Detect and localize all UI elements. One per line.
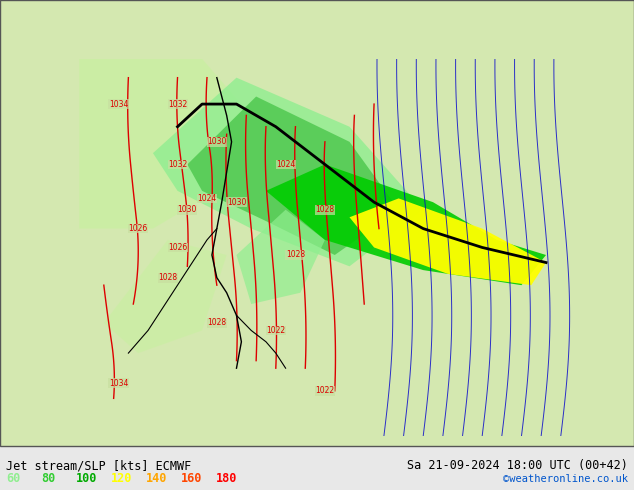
Text: 120: 120 (111, 472, 133, 486)
Text: 1026: 1026 (168, 243, 187, 252)
Polygon shape (236, 210, 325, 304)
Text: 1022: 1022 (266, 326, 285, 335)
Text: 1028: 1028 (315, 205, 335, 214)
Text: 1028: 1028 (207, 318, 226, 327)
Text: 1030: 1030 (207, 137, 226, 147)
Polygon shape (188, 97, 399, 255)
Text: 1034: 1034 (109, 99, 128, 109)
Text: 60: 60 (6, 472, 20, 486)
Text: 1030: 1030 (178, 205, 197, 214)
Polygon shape (266, 165, 546, 285)
Polygon shape (79, 59, 251, 228)
Text: 1024: 1024 (276, 160, 295, 169)
Text: 140: 140 (146, 472, 167, 486)
Text: 1024: 1024 (197, 194, 217, 203)
Text: 100: 100 (76, 472, 98, 486)
Text: 80: 80 (41, 472, 55, 486)
Text: 1028: 1028 (158, 273, 178, 282)
Text: 1026: 1026 (129, 224, 148, 233)
Text: 1028: 1028 (286, 250, 305, 260)
Text: 1030: 1030 (227, 197, 246, 207)
Text: Jet stream/SLP [kts] ECMWF: Jet stream/SLP [kts] ECMWF (6, 459, 191, 472)
Text: 1034: 1034 (109, 379, 128, 388)
Polygon shape (153, 77, 424, 267)
Text: ©weatheronline.co.uk: ©weatheronline.co.uk (503, 474, 628, 484)
Text: Sa 21-09-2024 18:00 UTC (00+42): Sa 21-09-2024 18:00 UTC (00+42) (407, 459, 628, 472)
Polygon shape (349, 198, 546, 285)
Text: 1032: 1032 (168, 160, 187, 169)
Text: 160: 160 (181, 472, 202, 486)
Text: 1022: 1022 (315, 386, 335, 395)
Polygon shape (104, 240, 227, 353)
Text: 180: 180 (216, 472, 237, 486)
Text: 1032: 1032 (168, 99, 187, 109)
